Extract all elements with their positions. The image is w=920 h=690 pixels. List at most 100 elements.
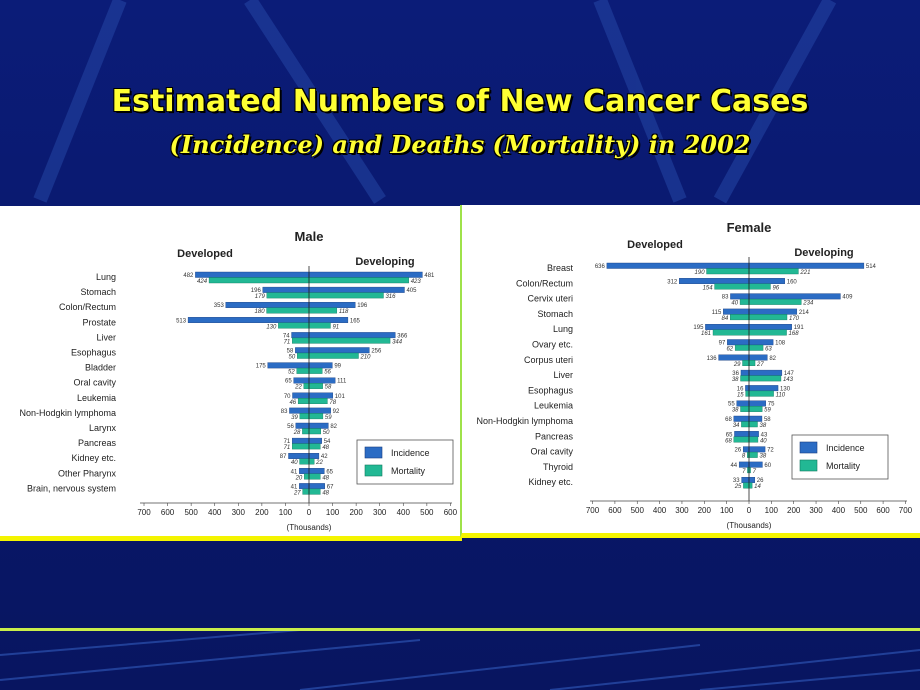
bar-developed-mortality [733, 436, 750, 443]
category-label: Lung [553, 324, 573, 334]
value-label: 29 [733, 362, 741, 368]
tick-label: 100 [720, 506, 734, 515]
category-label: Breast [547, 263, 574, 273]
value-label: 38 [759, 423, 766, 429]
category-label: Esophagus [528, 385, 574, 395]
value-label: 56 [324, 370, 331, 376]
bar-developed-incidence [299, 468, 310, 474]
bar-developed-mortality [297, 352, 310, 359]
bar-developing-incidence [748, 461, 763, 468]
tick-label: 700 [586, 506, 600, 515]
category-label: Non-Hodgkin lymphoma [19, 408, 116, 418]
value-label: 514 [866, 264, 877, 270]
value-label: 191 [794, 325, 805, 331]
x-axis-label: (Thousands) [727, 521, 772, 530]
tick-label: 200 [698, 506, 712, 515]
bar-developing-incidence [308, 452, 320, 459]
value-label: 84 [722, 316, 729, 322]
category-label: Cervix uteri [527, 294, 573, 304]
value-label: 43 [761, 432, 768, 438]
value-label: 41 [291, 469, 298, 475]
value-label: 48 [322, 445, 329, 451]
value-label: 136 [707, 356, 718, 362]
bar-developing-incidence [308, 422, 329, 429]
value-label: 22 [294, 385, 302, 391]
bar-developing-incidence [748, 354, 768, 361]
slide-subtitle: (Incidence) and Deaths (Mortality) in 20… [169, 130, 751, 159]
bar-developing-mortality [308, 322, 331, 329]
value-label: 409 [842, 295, 853, 301]
category-label: Ovary etc. [532, 340, 573, 350]
slide-title: Estimated Numbers of New Cancer Cases [111, 84, 809, 119]
bar-developing-incidence [308, 286, 405, 293]
bar-developing-incidence [748, 385, 779, 392]
bar-developing-mortality [748, 451, 758, 458]
value-label: 27 [293, 490, 301, 496]
value-label: 41 [291, 484, 298, 490]
tick-label: 400 [832, 506, 846, 515]
value-label: 154 [703, 285, 714, 291]
bar-developed-incidence [299, 483, 310, 490]
bar-developed-mortality [292, 443, 310, 450]
bar-developing-incidence [308, 437, 322, 444]
value-label: 26 [735, 448, 742, 454]
value-label: 50 [323, 430, 330, 436]
tick-label: 0 [747, 506, 752, 515]
developed-label: Developed [177, 248, 233, 260]
bar-developing-mortality [748, 390, 774, 397]
bar-developed-mortality [303, 382, 310, 389]
developing-label: Developing [355, 256, 414, 268]
bar-developing-mortality [748, 436, 759, 443]
bar-developing-mortality [308, 488, 321, 495]
value-label: 65 [726, 432, 733, 438]
female-chart-panel: Female Developed Developing Breast 636 190 514… [460, 205, 920, 538]
value-label: 210 [359, 355, 371, 361]
tick-label: 500 [631, 506, 645, 515]
bar-developing-mortality [308, 382, 323, 389]
bar-developing-incidence [748, 400, 766, 407]
bar-developing-incidence [748, 431, 759, 438]
category-label: Colon/Rectum [59, 302, 116, 312]
value-label: 96 [772, 285, 779, 291]
value-label: 68 [725, 438, 732, 444]
bar-developed-incidence [291, 332, 310, 339]
bar-developed-mortality [304, 473, 310, 480]
value-label: 97 [719, 341, 726, 347]
bar-developed-incidence [740, 369, 750, 376]
value-label: 115 [712, 310, 722, 316]
tick-label: 600 [608, 506, 622, 515]
category-label: Pancreas [78, 438, 117, 448]
bar-developed-incidence [730, 293, 750, 300]
value-label: 26 [757, 478, 764, 484]
male-chart-panel: Male Developed Developing Lung 482 424 481 423 S… [0, 206, 462, 541]
bar-developed-incidence [225, 301, 310, 308]
value-label: 39 [291, 415, 298, 421]
tick-label: 100 [765, 506, 779, 515]
value-label: 7 [742, 469, 746, 475]
bar-developing-incidence [308, 483, 325, 490]
bar-developing-incidence [748, 477, 756, 483]
bar-developed-mortality [745, 390, 750, 397]
legend-box [356, 439, 454, 485]
value-label: 60 [764, 463, 771, 469]
value-label: 36 [732, 371, 739, 377]
legend-swatch-mortality [364, 464, 383, 477]
category-label: Other Pharynx [58, 468, 117, 478]
value-label: 48 [322, 490, 329, 496]
bar-developing-incidence [748, 308, 798, 315]
value-label: 366 [397, 333, 408, 339]
value-label: 72 [767, 448, 774, 454]
category-label: Stomach [537, 309, 573, 319]
value-label: 108 [775, 341, 786, 347]
value-label: 54 [324, 439, 331, 445]
category-label: Oral cavity [530, 447, 573, 457]
value-label: 101 [335, 394, 346, 400]
value-label: 8 [742, 454, 746, 460]
